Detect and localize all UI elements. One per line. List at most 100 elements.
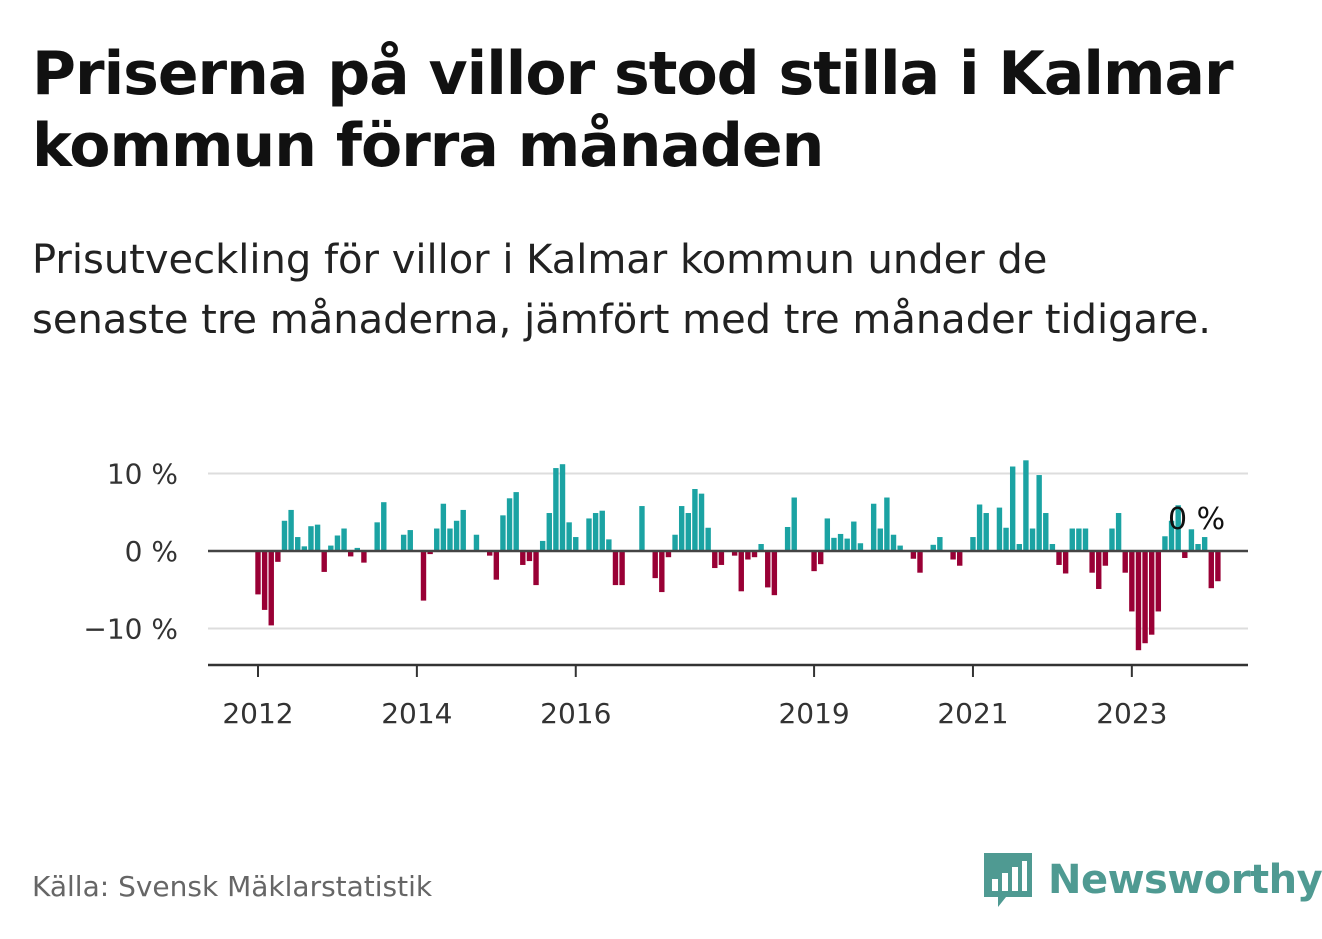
bar — [692, 489, 698, 551]
bar — [559, 464, 566, 551]
bar — [751, 551, 758, 558]
bar — [1076, 528, 1082, 551]
bar — [897, 545, 903, 551]
bar-chart-speech-bubble-icon — [984, 853, 1032, 907]
bar — [1102, 551, 1109, 566]
bar — [526, 551, 533, 562]
bar — [506, 498, 513, 551]
bar — [1162, 536, 1168, 551]
bar — [314, 524, 321, 551]
bar — [513, 492, 519, 551]
bar — [884, 497, 890, 551]
bar — [268, 551, 274, 626]
bar — [255, 551, 261, 595]
bar — [731, 551, 738, 556]
bar — [606, 539, 612, 552]
bar — [1089, 551, 1095, 573]
bar — [599, 510, 605, 551]
bar — [281, 520, 288, 551]
bar — [672, 534, 678, 551]
bar — [718, 551, 725, 565]
bar — [1029, 528, 1036, 551]
bar — [295, 537, 301, 551]
y-tick-label: 10 % — [107, 458, 178, 491]
bar — [361, 551, 367, 563]
bar — [1056, 551, 1062, 565]
bar — [659, 551, 665, 593]
bar — [831, 537, 837, 551]
x-tick-label: 2021 — [937, 697, 1008, 730]
bar — [341, 528, 347, 551]
latest-value-annotation: 0 % — [1168, 502, 1225, 537]
label-layer: 10 % 0 % −10 % 2012 2014 2016 2019 2021 2023 0 % — [83, 458, 1225, 731]
bar — [420, 551, 427, 601]
bar — [586, 518, 592, 551]
bar — [533, 551, 539, 586]
bar — [937, 537, 943, 551]
bar — [950, 551, 956, 560]
x-tick-label: 2019 — [778, 697, 849, 730]
bar — [592, 513, 599, 551]
bar — [487, 551, 493, 556]
y-tick-label: −10 % — [83, 613, 178, 646]
bar — [321, 551, 327, 572]
bar — [698, 493, 705, 551]
page-title: Priserna på villor stod stilla i Kalmar … — [32, 39, 1234, 181]
bar — [275, 551, 281, 562]
bar — [930, 544, 936, 551]
brand-logo[interactable]: Newsworthy — [980, 848, 1322, 912]
page-subtitle: Prisutveckling för villor i Kalmar kommu… — [32, 237, 1211, 343]
x-tick-label: 2023 — [1096, 697, 1167, 730]
bar — [1009, 466, 1016, 551]
price-change-bar-chart: 10 % 0 % −10 % 2012 2014 2016 2019 2021 2023 0 % — [83, 458, 1248, 731]
x-tick-label: 2016 — [540, 697, 611, 730]
bar — [678, 506, 685, 551]
bar — [1082, 528, 1089, 551]
bar — [473, 534, 480, 551]
bar — [1062, 551, 1069, 574]
bar — [1036, 475, 1042, 551]
bar — [1188, 529, 1195, 551]
bar — [745, 551, 751, 560]
bar — [1049, 544, 1056, 551]
bar — [917, 551, 923, 573]
bar — [539, 540, 546, 551]
bar — [1129, 551, 1135, 612]
bar — [1043, 513, 1049, 551]
bar — [308, 526, 314, 551]
bar — [851, 521, 857, 551]
x-tick-label: 2012 — [222, 697, 293, 730]
bar — [844, 538, 850, 551]
bar — [566, 522, 572, 551]
bar — [837, 533, 844, 551]
bar — [573, 537, 579, 551]
bar-layer — [255, 460, 1221, 651]
bar — [970, 537, 976, 551]
bar — [665, 551, 672, 558]
bar — [890, 534, 897, 551]
bar — [712, 551, 718, 569]
bar — [301, 546, 308, 551]
bar — [738, 551, 744, 592]
bar — [1149, 551, 1155, 635]
bar — [1201, 537, 1208, 551]
bar — [1155, 551, 1162, 612]
bar — [1142, 551, 1148, 644]
bar — [354, 547, 360, 551]
bar — [1069, 528, 1075, 551]
bar — [1195, 544, 1201, 551]
bar — [1115, 513, 1122, 551]
bar — [520, 551, 526, 565]
y-tick-label: 0 % — [125, 535, 178, 568]
bar — [546, 513, 552, 551]
bar — [407, 530, 413, 551]
bar — [957, 551, 963, 566]
bar — [500, 515, 506, 551]
bar — [996, 507, 1003, 551]
bar — [1016, 544, 1022, 551]
bar — [261, 551, 268, 610]
bar — [288, 509, 294, 551]
x-tick-label: 2014 — [381, 697, 452, 730]
bar — [1003, 527, 1009, 551]
bar — [857, 543, 864, 551]
